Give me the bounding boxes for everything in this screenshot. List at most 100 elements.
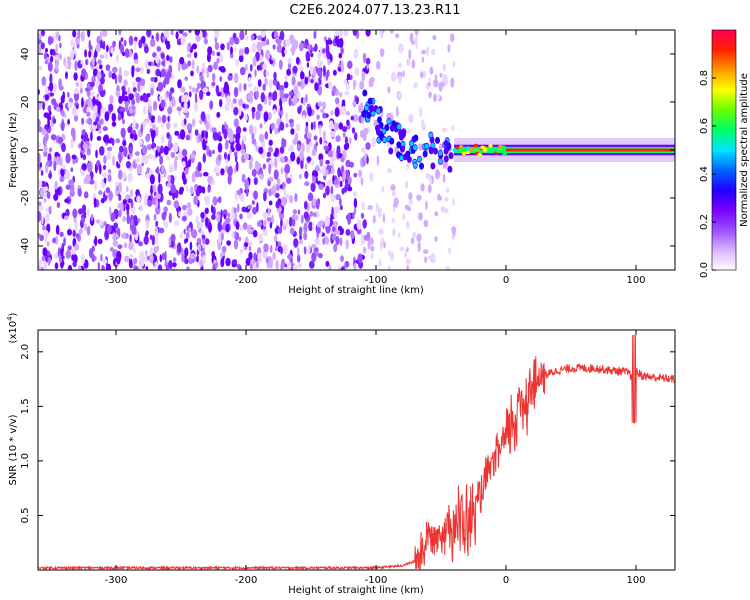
spectrogram-cell [417, 241, 421, 252]
spectrogram-cell [186, 45, 190, 53]
spectrogram-cell [221, 124, 225, 134]
spectrogram-cell [87, 30, 91, 38]
spectrogram-cell [198, 172, 203, 178]
spectrogram-cell [269, 59, 274, 65]
spectrogram-cell [164, 250, 167, 262]
spectrogram-cell [112, 40, 116, 48]
spectrogram-cell [342, 132, 346, 138]
spectrogram-cell [143, 235, 149, 245]
spectrogram-cell [81, 117, 85, 126]
spectrogram-cell [331, 206, 334, 218]
spectrogram-cell [255, 51, 260, 62]
spectrogram-cell [323, 130, 326, 142]
spectrogram-cell [443, 140, 449, 148]
spectrogram-cell [81, 204, 87, 213]
spectrogram-cell [134, 217, 137, 225]
spectrogram-cell [38, 259, 43, 268]
spectrogram-cell [285, 111, 289, 123]
spectrogram-cell [44, 230, 49, 239]
spectrogram-cell [38, 118, 41, 128]
spectrogram-cell [129, 108, 133, 115]
spectrogram-cell [408, 49, 412, 60]
spectrogram-cell [70, 50, 75, 60]
spectrogram-cell [260, 30, 266, 38]
spectrogram-cell [382, 30, 385, 34]
spectrogram-cell [123, 146, 128, 158]
spectrogram-cell [133, 59, 139, 64]
spectrogram-cell [353, 172, 358, 178]
spectrogram-cell [81, 68, 87, 77]
spectrogram-cell [501, 145, 506, 150]
spectrogram-cell [135, 93, 141, 104]
spectrogram-cell [256, 64, 261, 71]
spectrogram-cell [410, 237, 415, 245]
spectrogram-cell [99, 38, 103, 49]
spectrogram-cell [269, 221, 273, 229]
snr-x-axis: -300 -200 -100 0 100 [105, 330, 646, 586]
spectrogram-cell [398, 62, 403, 68]
spectrogram-cell [346, 119, 350, 126]
spectrogram-cell [366, 111, 372, 119]
spectrogram-cell [150, 184, 154, 196]
spectrogram-cell [345, 177, 348, 187]
spectrogram-cell [325, 236, 330, 245]
spectrogram-cell [187, 207, 193, 217]
spectrogram-cell [231, 206, 234, 217]
spectrogram-cell [245, 63, 248, 71]
spectrogram-cell [306, 144, 311, 154]
spectrogram-cell [233, 239, 239, 250]
spectrogram-cell [256, 41, 263, 52]
spectrogram-cell [87, 96, 92, 107]
spectrogram-cell [145, 266, 149, 270]
spectrogram-cell [368, 237, 374, 246]
spectrogram-cell [311, 148, 317, 157]
spectrogram-cell [60, 109, 65, 116]
snr-frame [37, 329, 676, 571]
spectrogram-cell [451, 125, 455, 131]
spectrogram-cell [243, 134, 246, 143]
spectrogram-cell [204, 207, 209, 215]
spectrogram-cell [120, 127, 126, 138]
spectrogram-cell [419, 162, 424, 170]
spectrogram-cell [216, 213, 221, 223]
spectrogram-cell [54, 180, 58, 190]
spectrogram-cell [354, 132, 358, 141]
spectrogram-cell [425, 200, 428, 210]
spectrogram-cell [260, 41, 267, 47]
spectrogram-cell [265, 70, 269, 77]
spectrogram-cell [44, 94, 49, 101]
spectrogram-cell [220, 232, 224, 241]
spectrogram-cell [65, 249, 72, 259]
spectrogram-cell [186, 123, 193, 131]
spectrogram-cell [375, 202, 379, 212]
spectrogram-cell [267, 180, 271, 187]
spectrogram-cell [175, 31, 179, 40]
snr-series-line [38, 335, 675, 570]
spectrogram-cell [134, 233, 139, 241]
spectrogram-cell [259, 173, 264, 180]
spectrogram-cell [300, 97, 304, 104]
spectrogram-cell [78, 228, 83, 235]
spectrogram-cell [42, 247, 48, 257]
spectrogram-cell [361, 147, 366, 154]
spectrogram-cell [170, 183, 176, 194]
spectrogram-cell [334, 205, 341, 214]
spectrogram-cell [115, 90, 121, 98]
spectrogram-cell [166, 90, 170, 98]
spectrogram-cell [316, 114, 320, 120]
spectrogram-cell [420, 71, 424, 79]
spectrogram-cell [170, 30, 174, 36]
spectrogram-cell [303, 231, 308, 241]
spectrogram-cell [292, 94, 298, 106]
spectrogram-cell [103, 177, 107, 184]
spectrogram-cell [97, 261, 100, 270]
spectrogram-cell [96, 219, 101, 224]
spectrogram-cell [235, 125, 242, 135]
spectrogram-cell [47, 105, 52, 112]
spectrogram-cell [129, 132, 134, 140]
spectrogram-cell [252, 56, 257, 67]
spectrogram-cell [333, 179, 339, 186]
spectrogram-cell [99, 118, 104, 125]
spectrogram-cell [321, 48, 326, 54]
